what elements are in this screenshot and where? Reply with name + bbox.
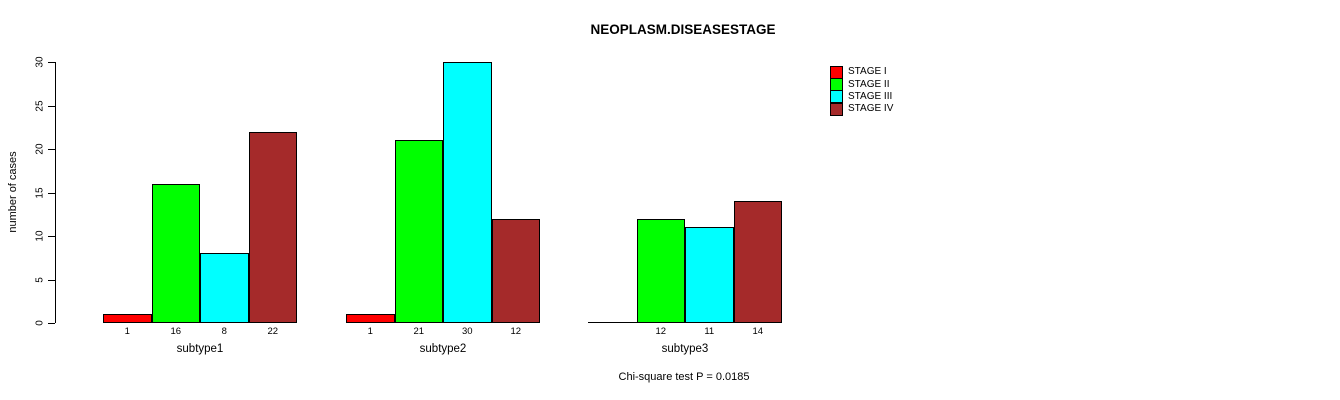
y-axis-tick-label: 20 (34, 143, 46, 155)
bar-value-label: 12 (510, 326, 522, 337)
legend-swatch-stage-iv (830, 102, 843, 116)
legend-item: STAGE IV (830, 102, 894, 116)
y-axis-tick (48, 279, 55, 281)
bar-subtype1-stage-ii (151, 183, 200, 323)
y-axis-tick (48, 236, 55, 237)
chi-square-annotation: Chi-square test P = 0.0185 (618, 371, 750, 383)
bar-value-label: 12 (655, 326, 667, 337)
y-axis-tick (48, 62, 55, 63)
bar-subtype1-stage-i (103, 314, 152, 323)
legend-swatch-stage-i (830, 65, 843, 79)
legend-swatch-stage-iii (830, 90, 843, 104)
legend-label: STAGE I (848, 66, 887, 78)
y-axis-tick (48, 192, 55, 194)
y-axis-title: number of cases (7, 151, 19, 233)
chart-title: NEOPLASM.DISEASESTAGE (590, 22, 776, 37)
bar-value-label: 16 (170, 326, 182, 337)
y-axis-line (55, 62, 56, 323)
bar-subtype2-stage-iv (491, 218, 540, 323)
legend-label: STAGE IV (848, 103, 894, 115)
y-axis-tick (48, 149, 55, 150)
y-axis-tick-label: 30 (34, 56, 46, 68)
bar-value-label: 1 (367, 326, 373, 337)
x-axis-category-label: subtype1 (176, 343, 224, 355)
bar-subtype3-stage-i (588, 322, 638, 323)
bar-subtype1-stage-iii (200, 253, 249, 323)
bar-value-label: 14 (752, 326, 764, 337)
y-axis-tick-label: 25 (34, 99, 46, 112)
x-axis-category-label: subtype2 (419, 343, 467, 355)
legend-item: STAGE III (830, 90, 893, 104)
bar-subtype3-stage-ii (636, 218, 685, 323)
bar-subtype2-stage-i (346, 314, 395, 323)
legend: STAGE I STAGE II STAGE III STAGE IV (830, 65, 894, 116)
y-axis-tick-label: 15 (34, 186, 46, 199)
y-axis-tick-label: 0 (34, 320, 46, 326)
bar-value-label: 22 (267, 326, 279, 337)
bar-value-label: 11 (704, 326, 715, 337)
y-axis-tick-label: 10 (34, 230, 46, 242)
bar-subtype2-stage-iii (443, 62, 492, 323)
y-axis-tick (48, 323, 55, 324)
bar-subtype3-stage-iii (685, 227, 734, 323)
bar-value-label: 8 (221, 326, 227, 337)
x-axis-category-label: subtype3 (661, 343, 709, 355)
legend-item: STAGE II (830, 78, 893, 92)
bar-value-label: 1 (124, 326, 130, 337)
y-axis-tick-label: 5 (34, 276, 46, 283)
bar-subtype3-stage-iv (733, 201, 782, 323)
bar-subtype2-stage-ii (394, 140, 443, 323)
bar-value-label: 30 (461, 326, 473, 337)
legend-item: STAGE I (830, 65, 893, 79)
legend-label: STAGE II (848, 78, 890, 90)
legend-label: STAGE III (848, 90, 893, 102)
bar-subtype1-stage-iv (248, 131, 297, 323)
y-axis-tick (48, 105, 55, 107)
bar-value-label: 21 (413, 326, 425, 337)
legend-swatch-stage-ii (830, 78, 843, 92)
